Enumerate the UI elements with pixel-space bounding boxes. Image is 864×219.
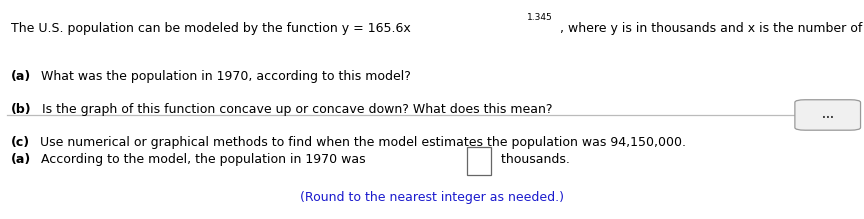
Text: Use numerical or graphical methods to find when the model estimates the populati: Use numerical or graphical methods to fi… xyxy=(36,136,686,149)
Text: (Round to the nearest integer as needed.): (Round to the nearest integer as needed.… xyxy=(300,191,564,203)
Text: (a): (a) xyxy=(11,70,31,83)
Text: According to the model, the population in 1970 was: According to the model, the population i… xyxy=(37,153,370,166)
Text: (a): (a) xyxy=(11,153,31,166)
Text: , where y is in thousands and x is the number of years after 1800.: , where y is in thousands and x is the n… xyxy=(560,22,864,35)
Text: Is the graph of this function concave up or concave down? What does this mean?: Is the graph of this function concave up… xyxy=(38,103,552,116)
Text: The U.S. population can be modeled by the function y = 165.6x: The U.S. population can be modeled by th… xyxy=(11,22,411,35)
Text: What was the population in 1970, according to this model?: What was the population in 1970, accordi… xyxy=(37,70,411,83)
Text: (b): (b) xyxy=(11,103,32,116)
Text: thousands.: thousands. xyxy=(497,153,569,166)
Text: (c): (c) xyxy=(11,136,30,149)
Bar xyxy=(467,147,491,175)
Text: 1.345: 1.345 xyxy=(527,13,553,22)
Text: ...: ... xyxy=(822,110,834,120)
FancyBboxPatch shape xyxy=(795,100,861,130)
